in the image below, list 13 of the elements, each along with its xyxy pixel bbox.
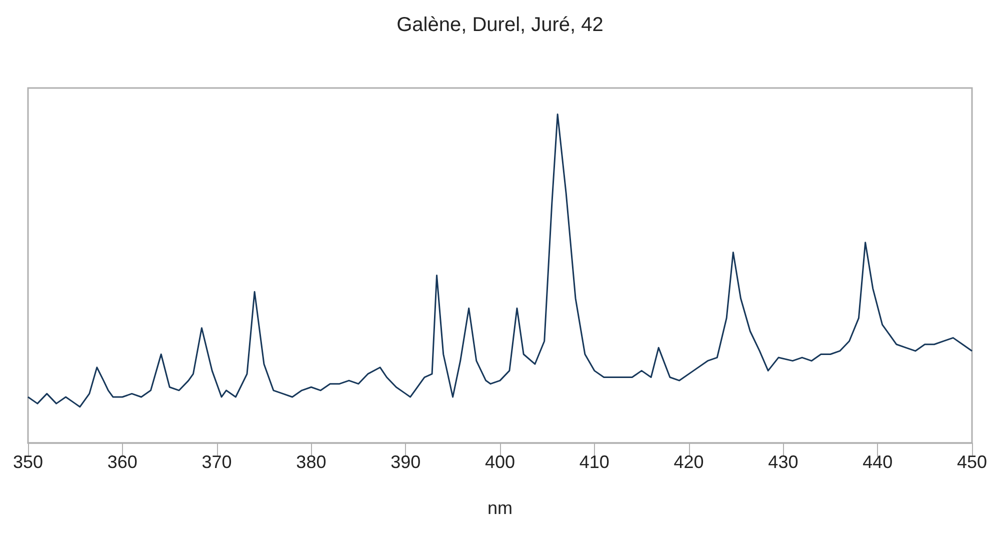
x-tick-label: 350 [12, 452, 44, 472]
x-tick-label: 420 [674, 452, 704, 472]
x-tick-label: 390 [390, 452, 421, 472]
x-tick-label: 370 [202, 452, 232, 472]
x-axis-title: nm [487, 498, 513, 518]
x-tick-label: 360 [107, 452, 138, 472]
x-tick-label: 450 [956, 452, 988, 472]
x-tick-label: 440 [862, 452, 893, 472]
x-tick-label: 430 [768, 452, 798, 472]
x-tick-label: 410 [579, 452, 610, 472]
x-tick-label: 400 [484, 452, 516, 472]
x-tick-label: 380 [296, 452, 326, 472]
chart-title: Galène, Durel, Juré, 42 [396, 14, 604, 36]
